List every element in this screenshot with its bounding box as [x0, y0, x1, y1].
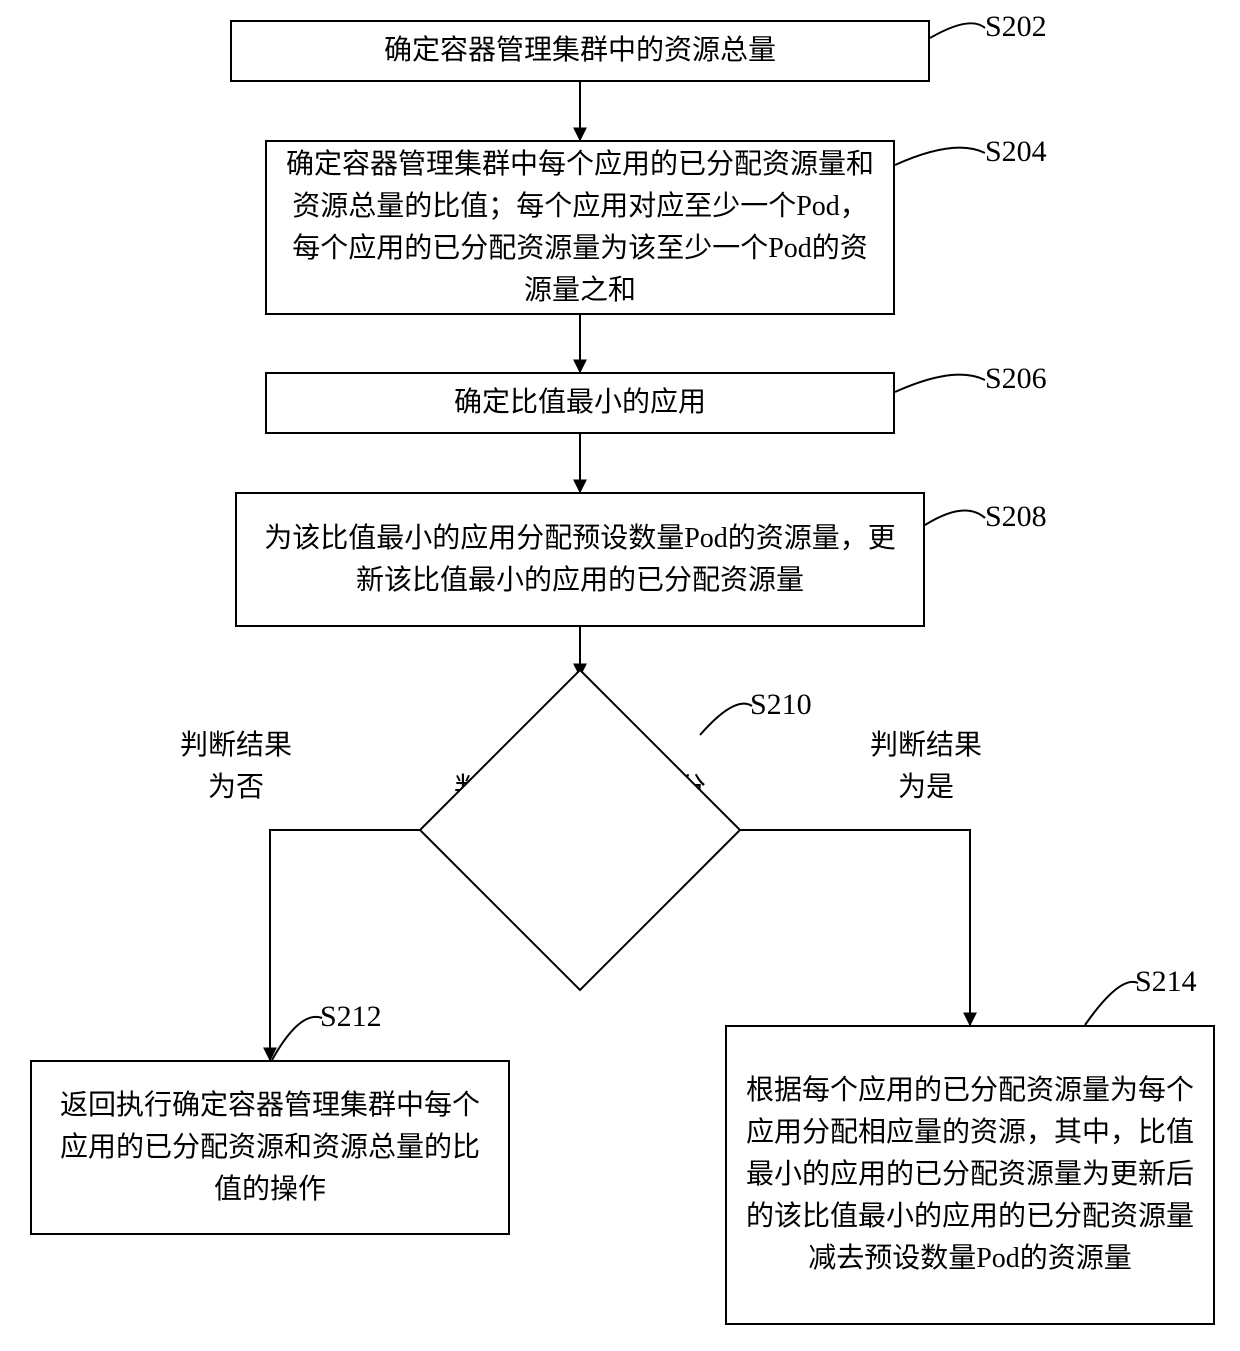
- flow-step-s204: 确定容器管理集群中每个应用的已分配资源量和资源总量的比值；每个应用对应至少一个P…: [265, 140, 895, 315]
- step-text: 确定容器管理集群中每个应用的已分配资源量和资源总量的比值；每个应用对应至少一个P…: [283, 144, 877, 312]
- flow-step-s208: 为该比值最小的应用分配预设数量Pod的资源量，更新该比值最小的应用的已分配资源量: [235, 492, 925, 627]
- branch-label-yes: 判断结果为是: [870, 725, 982, 809]
- step-text: 为该比值最小的应用分配预设数量Pod的资源量，更新该比值最小的应用的已分配资源量: [253, 518, 907, 602]
- flow-step-s212: 返回执行确定容器管理集群中每个应用的已分配资源和资源总量的比值的操作: [30, 1060, 510, 1235]
- branch-label-no: 判断结果为否: [180, 725, 292, 809]
- step-label-s210: S210: [750, 688, 812, 722]
- step-text: 确定比值最小的应用: [454, 382, 706, 424]
- branch-label-line1: 判断结果: [870, 725, 982, 767]
- flowchart-canvas: 确定容器管理集群中的资源总量 S202 确定容器管理集群中每个应用的已分配资源量和资…: [0, 0, 1240, 1351]
- step-text: 根据每个应用的已分配资源量为每个应用分配相应量的资源，其中，比值最小的应用的已分…: [743, 1070, 1197, 1280]
- branch-label-line2: 为是: [870, 767, 982, 809]
- step-label-s212: S212: [320, 1000, 382, 1034]
- step-label-s208: S208: [985, 500, 1047, 534]
- step-label-s214: S214: [1135, 965, 1197, 999]
- branch-label-line2: 为否: [180, 767, 292, 809]
- step-label-s204: S204: [985, 135, 1047, 169]
- step-label-s206: S206: [985, 362, 1047, 396]
- flow-decision-s210: 判断所有应用的已分配资源量之和是否大于资源总量: [440, 700, 720, 960]
- flow-step-s202: 确定容器管理集群中的资源总量: [230, 20, 930, 82]
- branch-label-line1: 判断结果: [180, 725, 292, 767]
- step-text: 确定容器管理集群中的资源总量: [384, 30, 776, 72]
- flow-step-s206: 确定比值最小的应用: [265, 372, 895, 434]
- step-label-s202: S202: [985, 10, 1047, 44]
- decision-text: 判断所有应用的已分配资源量之和是否大于资源总量: [450, 769, 710, 891]
- step-text: 返回执行确定容器管理集群中每个应用的已分配资源和资源总量的比值的操作: [48, 1085, 492, 1211]
- flow-step-s214: 根据每个应用的已分配资源量为每个应用分配相应量的资源，其中，比值最小的应用的已分…: [725, 1025, 1215, 1325]
